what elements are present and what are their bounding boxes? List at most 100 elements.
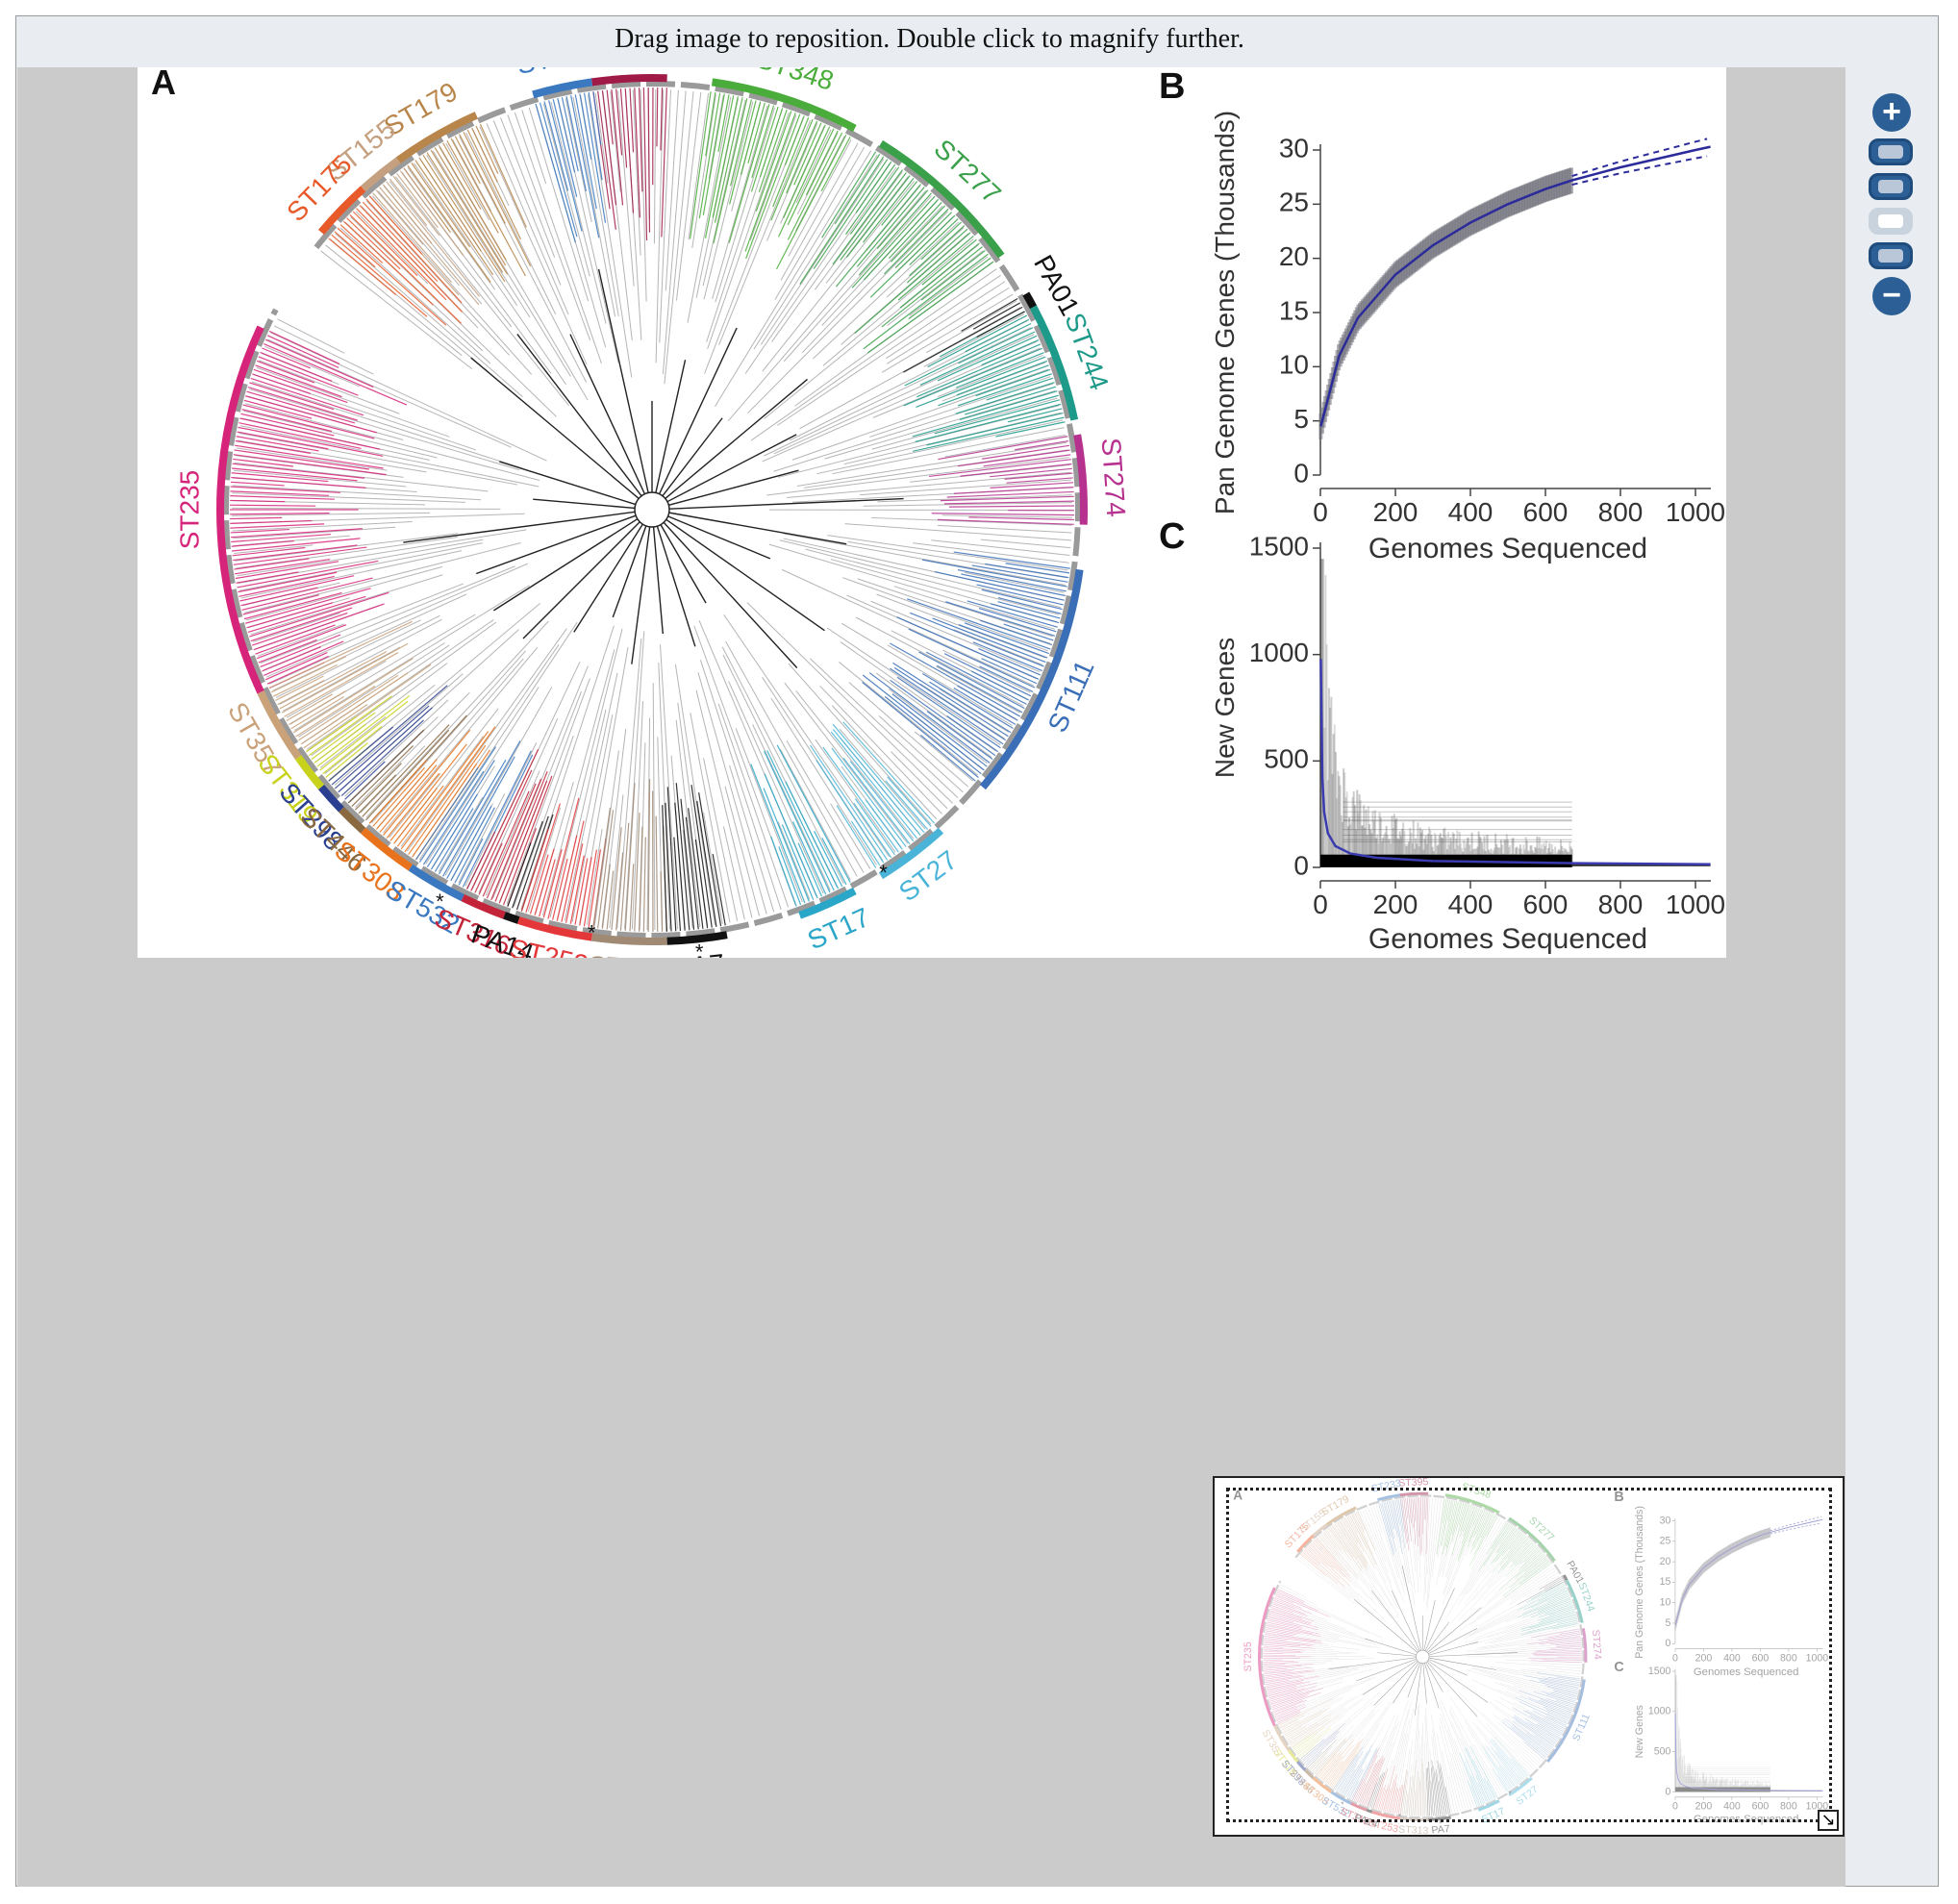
tree-branch — [1278, 1590, 1383, 1639]
clade-branch — [1293, 1726, 1325, 1750]
clade-branch — [850, 820, 881, 866]
clade-branch — [1465, 1756, 1486, 1804]
tree-branch — [1458, 1691, 1537, 1768]
tree-branch — [1351, 1514, 1387, 1584]
tree-branch — [914, 731, 974, 782]
tree-branch — [1273, 1600, 1328, 1621]
tree-branch — [640, 89, 647, 302]
clade-branch — [983, 454, 1071, 467]
tree-branch — [1266, 1667, 1359, 1686]
tree-branch — [1365, 1725, 1396, 1805]
tree-branch — [707, 112, 790, 350]
clade-branch — [1390, 1783, 1397, 1814]
clade-branch — [1264, 1670, 1316, 1678]
clade-branch — [247, 386, 358, 421]
tree-branch — [1514, 1685, 1574, 1705]
zoom-level-2[interactable] — [1869, 173, 1913, 200]
clade-branch — [1463, 1505, 1474, 1538]
clade-branch — [1528, 1658, 1583, 1660]
clade-branch — [1274, 1703, 1305, 1716]
navigator-minimap[interactable]: ST235 ST357 ST319 ST298 ST446 ST308 ST532 ST316… — [1213, 1476, 1845, 1837]
clade-branch — [662, 805, 667, 932]
clade-branch — [976, 584, 1064, 606]
clade-branch — [862, 674, 985, 771]
tree-branch — [1457, 1525, 1513, 1606]
clade-branch — [1394, 1788, 1400, 1815]
clade-branch — [955, 352, 1044, 388]
tree-branch — [236, 537, 458, 569]
clade-branch — [1459, 1752, 1481, 1806]
tree-branch — [1424, 1663, 1440, 1709]
tree-branch — [1426, 1498, 1436, 1606]
clade-branch — [1263, 1664, 1286, 1666]
tree-branch — [1354, 1513, 1369, 1542]
clade-branch — [319, 700, 409, 771]
zoom-level-3[interactable] — [1869, 208, 1913, 235]
image-canvas[interactable]: ST235 ST357 ST319 ST298 ST446 ST308 ST532 ST316… — [17, 67, 1845, 1887]
tree-branch — [826, 627, 1001, 745]
tree-branch — [1370, 1506, 1404, 1602]
tree-branch — [1266, 1630, 1338, 1643]
clade-branch — [574, 858, 589, 925]
clade-branch — [791, 821, 827, 895]
clade-branch — [243, 591, 342, 620]
resize-arrow-icon[interactable]: ↘ — [1818, 1810, 1839, 1831]
clade-branch — [705, 91, 716, 157]
clade-branch — [1354, 1512, 1365, 1534]
zoom-out-button[interactable]: − — [1872, 277, 1911, 315]
tree-root — [634, 491, 670, 528]
clade-branch — [832, 169, 903, 265]
tree-branch — [1532, 1709, 1567, 1726]
clade-branch — [375, 758, 438, 830]
clade-branch — [383, 729, 471, 836]
tree-branch — [1362, 1509, 1389, 1572]
clade-branch — [921, 559, 1067, 588]
clade-branch — [1523, 1741, 1545, 1760]
clade-branch — [264, 651, 328, 681]
clade-arc — [798, 887, 857, 919]
tree-branch — [760, 159, 885, 345]
clade-branch — [1390, 1500, 1398, 1537]
clade-branch — [851, 195, 936, 288]
tree-branch — [1519, 1733, 1548, 1756]
clade-branch — [1295, 1726, 1332, 1755]
asterisk-marker: * — [1398, 1812, 1402, 1821]
clade-branch — [1276, 1712, 1301, 1723]
tree-branch — [724, 786, 761, 916]
clade-branch — [246, 602, 334, 629]
clade-branch — [306, 715, 358, 753]
tree-branch — [1434, 1777, 1439, 1816]
tree-branch — [779, 748, 851, 881]
clade-branch — [958, 327, 1034, 364]
figure-image[interactable]: ST235 ST357 ST319 ST298 ST446 ST308 ST532 ST316… — [138, 67, 1726, 958]
clade-branch — [968, 516, 1074, 521]
clade-branch — [1461, 1506, 1476, 1544]
clade-branch — [246, 390, 356, 424]
clade-branch — [1472, 1759, 1494, 1800]
clade-branch — [1442, 1499, 1450, 1546]
figure-svg: ST235ST357ST319ST298ST446ST308ST532ST316… — [151, 67, 1725, 958]
x-axis-label: Genomes Sequenced — [1694, 1666, 1799, 1678]
zoom-level-4[interactable] — [1869, 242, 1913, 269]
clade-branch — [415, 766, 479, 861]
clade-branch — [372, 766, 426, 827]
clade-branch — [1512, 1716, 1556, 1746]
minimap-viewport[interactable] — [1226, 1488, 1832, 1822]
tree-branch — [1431, 1715, 1447, 1815]
tree-branch — [1464, 1719, 1511, 1791]
clade-branch — [1281, 1710, 1322, 1733]
clade-arc — [1273, 1724, 1291, 1752]
tree-branch — [1500, 1644, 1582, 1652]
zoom-level-1[interactable] — [1869, 138, 1913, 165]
tree-branch — [1325, 1530, 1370, 1589]
clade-branch — [1358, 1763, 1377, 1804]
tree-branch — [875, 672, 992, 758]
clade-branch — [1498, 1551, 1544, 1591]
clade-branch — [1316, 1734, 1353, 1776]
clade-branch — [498, 780, 548, 904]
clade-branch — [1269, 1610, 1312, 1623]
clade-arc — [1330, 1791, 1352, 1805]
zoom-in-button[interactable]: + — [1872, 93, 1911, 132]
tree-branch — [406, 628, 567, 852]
tree-branch — [1495, 1662, 1581, 1669]
